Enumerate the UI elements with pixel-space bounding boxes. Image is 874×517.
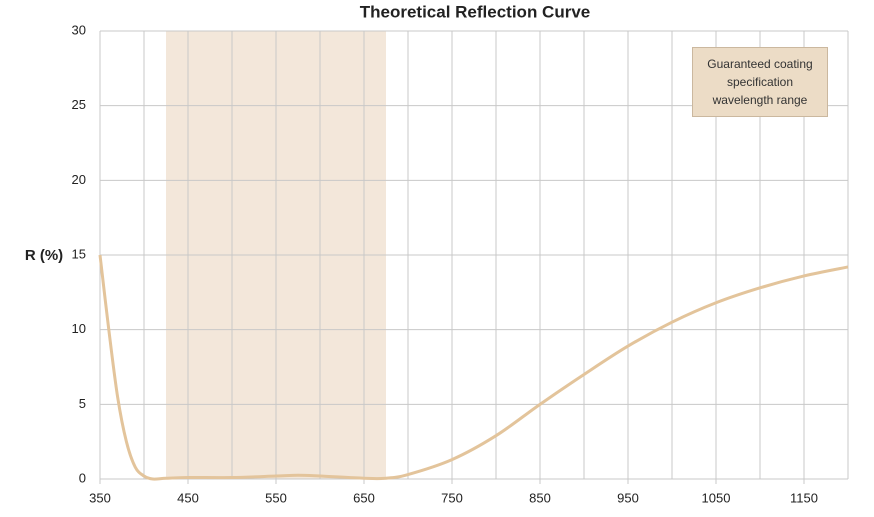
x-tick-label: 550 (265, 490, 287, 505)
y-tick-label: 10 (72, 321, 86, 336)
x-tick-label: 450 (177, 490, 199, 505)
x-tick-label: 350 (89, 490, 111, 505)
chart-title: Theoretical Reflection Curve (360, 2, 591, 21)
line (98, 254, 849, 481)
x-tick-label: 850 (529, 490, 551, 505)
y-tick-label: 0 (79, 470, 86, 485)
y-tick-label: 15 (72, 246, 86, 261)
y-tick-label: 25 (72, 97, 86, 112)
annotation: Guaranteed coating specification wavelen… (692, 47, 828, 117)
x-tick-label: 950 (617, 490, 639, 505)
x-tick-label: 1150 (790, 490, 818, 505)
x-tick-label: 650 (353, 490, 375, 505)
x-tick-label: 750 (441, 490, 463, 505)
y-tick-label: 5 (79, 396, 86, 411)
y-tick-label: 20 (72, 172, 86, 187)
y-tick-label: 30 (72, 22, 86, 37)
y-axis-label: R (%) (25, 247, 63, 264)
x-tick-label: 1050 (702, 490, 731, 505)
